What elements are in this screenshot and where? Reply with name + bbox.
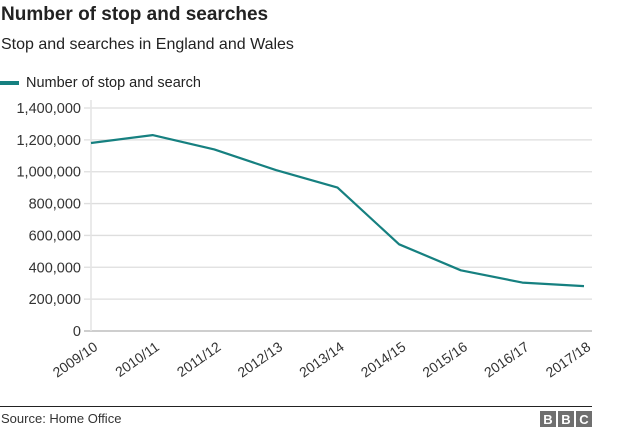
bbc-logo-letter: B (558, 411, 574, 427)
x-tick-label: 2012/13 (235, 338, 286, 380)
gridlines (84, 100, 592, 332)
x-tick-label: 2011/12 (174, 338, 224, 380)
y-tick-label: 1,200,000 (16, 133, 81, 149)
y-tick-label: 0 (73, 324, 81, 340)
legend: Number of stop and search (0, 73, 201, 93)
x-tick-label: 2017/18 (543, 338, 594, 380)
bbc-logo-letter: B (540, 411, 556, 427)
bbc-logo-letter: C (576, 411, 592, 427)
chart-title: Number of stop and searches (1, 4, 269, 25)
y-tick-label: 1,400,000 (16, 101, 81, 117)
x-tick-label: 2013/14 (296, 338, 347, 380)
y-axis: 0 200,000 400,000 600,000 800,000 1,000,000 1,… (16, 101, 81, 340)
y-tick-label: 800,000 (29, 197, 81, 213)
y-tick-label: 400,000 (29, 260, 81, 276)
source-text: Source: Home Office (1, 411, 122, 426)
x-tick-label: 2016/17 (481, 338, 532, 380)
legend-swatch-icon (0, 81, 19, 85)
legend-label: Number of stop and search (26, 75, 201, 91)
y-tick-label: 1,000,000 (16, 165, 81, 181)
footer-divider (0, 406, 592, 407)
chart-subtitle: Stop and searches in England and Wales (1, 36, 294, 53)
x-tick-label: 2010/11 (112, 338, 162, 380)
y-tick-label: 600,000 (29, 228, 81, 244)
x-tick-label: 2015/16 (419, 338, 470, 380)
y-tick-label: 200,000 (29, 292, 81, 308)
bbc-logo: B B C (540, 411, 592, 427)
series-line (90, 134, 585, 288)
x-tick-label: 2014/15 (358, 338, 409, 380)
x-tick-label: 2009/10 (50, 338, 101, 380)
x-axis: 2009/10 2010/11 2011/12 2012/13 2013/14 2014/… (50, 338, 594, 380)
